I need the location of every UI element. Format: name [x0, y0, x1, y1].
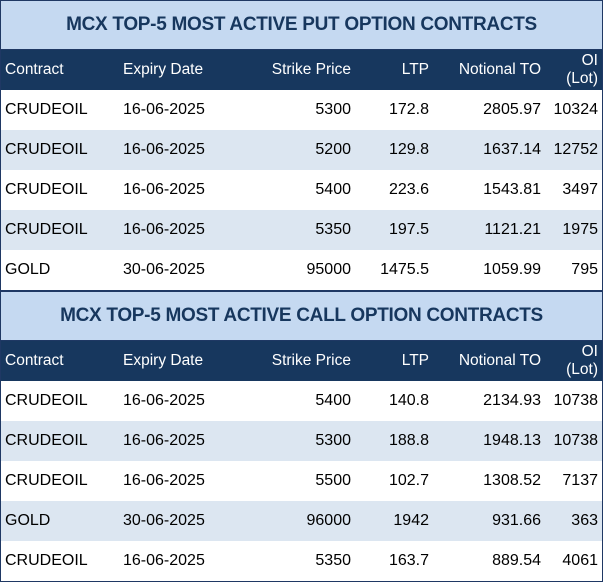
call-header-row: Contract Expiry Date Strike Price LTP No…	[1, 341, 602, 381]
col-header-strike-price: Strike Price	[237, 50, 355, 90]
col-header-notional-to: Notional TO	[433, 341, 545, 381]
cell-ltp: 1942	[355, 501, 433, 541]
cell-strike-price: 5350	[237, 541, 355, 581]
col-header-ltp: LTP	[355, 341, 433, 381]
cell-expiry-date: 16-06-2025	[105, 130, 237, 170]
cell-oi-lot: 7137	[545, 461, 602, 501]
cell-contract: CRUDEOIL	[1, 541, 105, 581]
cell-strike-price: 5400	[237, 381, 355, 421]
put-section-title: MCX TOP-5 MOST ACTIVE PUT OPTION CONTRAC…	[1, 1, 602, 50]
cell-ltp: 102.7	[355, 461, 433, 501]
table-row: CRUDEOIL 16-06-2025 5350 197.5 1121.21 1…	[1, 210, 602, 250]
table-row: CRUDEOIL 16-06-2025 5500 102.7 1308.52 7…	[1, 461, 602, 501]
cell-oi-lot: 10738	[545, 381, 602, 421]
col-header-strike-price: Strike Price	[237, 341, 355, 381]
cell-strike-price: 5300	[237, 421, 355, 461]
cell-ltp: 197.5	[355, 210, 433, 250]
cell-oi-lot: 10738	[545, 421, 602, 461]
cell-oi-lot: 12752	[545, 130, 602, 170]
cell-notional-to: 1059.99	[433, 250, 545, 290]
cell-ltp: 140.8	[355, 381, 433, 421]
table-row: CRUDEOIL 16-06-2025 5400 140.8 2134.93 1…	[1, 381, 602, 421]
cell-strike-price: 95000	[237, 250, 355, 290]
cell-ltp: 163.7	[355, 541, 433, 581]
col-header-ltp: LTP	[355, 50, 433, 90]
cell-ltp: 223.6	[355, 170, 433, 210]
cell-strike-price: 5400	[237, 170, 355, 210]
cell-contract: CRUDEOIL	[1, 461, 105, 501]
cell-contract: CRUDEOIL	[1, 381, 105, 421]
cell-expiry-date: 16-06-2025	[105, 541, 237, 581]
cell-contract: CRUDEOIL	[1, 170, 105, 210]
cell-notional-to: 1308.52	[433, 461, 545, 501]
table-row: CRUDEOIL 16-06-2025 5300 172.8 2805.97 1…	[1, 90, 602, 130]
cell-notional-to: 889.54	[433, 541, 545, 581]
cell-strike-price: 5350	[237, 210, 355, 250]
cell-ltp: 188.8	[355, 421, 433, 461]
cell-contract: GOLD	[1, 250, 105, 290]
cell-contract: CRUDEOIL	[1, 210, 105, 250]
cell-strike-price: 5200	[237, 130, 355, 170]
col-header-oi-lot: OI (Lot)	[545, 341, 602, 381]
cell-oi-lot: 363	[545, 501, 602, 541]
col-header-contract: Contract	[1, 341, 105, 381]
cell-ltp: 172.8	[355, 90, 433, 130]
table-row: CRUDEOIL 16-06-2025 5350 163.7 889.54 40…	[1, 541, 602, 581]
cell-notional-to: 1121.21	[433, 210, 545, 250]
cell-expiry-date: 16-06-2025	[105, 421, 237, 461]
cell-expiry-date: 16-06-2025	[105, 170, 237, 210]
cell-ltp: 129.8	[355, 130, 433, 170]
cell-notional-to: 2134.93	[433, 381, 545, 421]
put-options-table: Contract Expiry Date Strike Price LTP No…	[1, 50, 602, 290]
cell-expiry-date: 16-06-2025	[105, 210, 237, 250]
cell-contract: CRUDEOIL	[1, 90, 105, 130]
cell-notional-to: 1948.13	[433, 421, 545, 461]
cell-contract: CRUDEOIL	[1, 130, 105, 170]
cell-contract: CRUDEOIL	[1, 421, 105, 461]
cell-notional-to: 1637.14	[433, 130, 545, 170]
cell-contract: GOLD	[1, 501, 105, 541]
cell-strike-price: 5300	[237, 90, 355, 130]
cell-ltp: 1475.5	[355, 250, 433, 290]
cell-strike-price: 5500	[237, 461, 355, 501]
cell-strike-price: 96000	[237, 501, 355, 541]
cell-oi-lot: 3497	[545, 170, 602, 210]
col-header-expiry-date: Expiry Date	[105, 50, 237, 90]
cell-oi-lot: 10324	[545, 90, 602, 130]
col-header-expiry-date: Expiry Date	[105, 341, 237, 381]
col-header-oi-lot: OI (Lot)	[545, 50, 602, 90]
table-row: CRUDEOIL 16-06-2025 5200 129.8 1637.14 1…	[1, 130, 602, 170]
cell-expiry-date: 16-06-2025	[105, 461, 237, 501]
cell-oi-lot: 795	[545, 250, 602, 290]
cell-notional-to: 2805.97	[433, 90, 545, 130]
call-section-title: MCX TOP-5 MOST ACTIVE CALL OPTION CONTRA…	[1, 290, 602, 341]
cell-notional-to: 931.66	[433, 501, 545, 541]
table-row: GOLD 30-06-2025 95000 1475.5 1059.99 795	[1, 250, 602, 290]
cell-expiry-date: 16-06-2025	[105, 90, 237, 130]
col-header-notional-to: Notional TO	[433, 50, 545, 90]
cell-expiry-date: 30-06-2025	[105, 250, 237, 290]
call-options-table: Contract Expiry Date Strike Price LTP No…	[1, 341, 602, 581]
cell-oi-lot: 4061	[545, 541, 602, 581]
table-row: GOLD 30-06-2025 96000 1942 931.66 363	[1, 501, 602, 541]
table-row: CRUDEOIL 16-06-2025 5400 223.6 1543.81 3…	[1, 170, 602, 210]
cell-notional-to: 1543.81	[433, 170, 545, 210]
table-row: CRUDEOIL 16-06-2025 5300 188.8 1948.13 1…	[1, 421, 602, 461]
put-header-row: Contract Expiry Date Strike Price LTP No…	[1, 50, 602, 90]
col-header-contract: Contract	[1, 50, 105, 90]
cell-expiry-date: 16-06-2025	[105, 381, 237, 421]
cell-oi-lot: 1975	[545, 210, 602, 250]
cell-expiry-date: 30-06-2025	[105, 501, 237, 541]
